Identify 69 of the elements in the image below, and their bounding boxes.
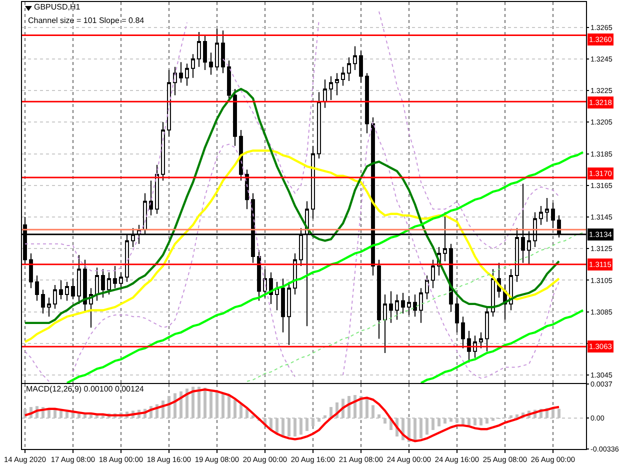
candlestick [419, 288, 423, 324]
candlestick [167, 69, 171, 137]
candlestick [491, 268, 495, 318]
candlestick [191, 54, 195, 78]
annotation: Channel size = 101 Slope = 0.84 [28, 16, 145, 25]
candlestick [35, 275, 39, 302]
candlestick [113, 266, 117, 289]
candlestick [179, 62, 183, 84]
line-series [24, 150, 560, 343]
candlestick [257, 250, 261, 302]
candlestick [551, 202, 555, 229]
candlestick [317, 92, 321, 160]
line-series [24, 88, 560, 324]
candlestick [335, 72, 339, 96]
candlestick [203, 34, 207, 70]
candlestick [401, 292, 405, 314]
line-series [420, 309, 584, 383]
candlestick [377, 259, 381, 340]
candlestick [275, 281, 279, 311]
candlestick [311, 145, 315, 220]
candlestick [329, 76, 333, 101]
candlestick [47, 297, 51, 318]
candlestick [425, 275, 429, 300]
candlestick [221, 30, 225, 74]
candlestick [479, 332, 483, 349]
candlestick [215, 28, 219, 70]
candlestick [65, 281, 69, 302]
candlestick [395, 294, 399, 320]
candlestick [359, 50, 363, 84]
candlestick [353, 46, 357, 70]
candlestick [233, 88, 237, 146]
candlestick [119, 272, 123, 290]
candlestick [383, 294, 387, 354]
candlestick [545, 198, 549, 222]
candlestick [29, 252, 33, 289]
candlestick [155, 164, 159, 214]
chart-title: GBPUSD,H1 [34, 2, 81, 12]
candlestick [365, 72, 369, 134]
candlestick [83, 259, 87, 312]
chart-title: MACD(12,26,9) 0.00100 0.00124 [26, 384, 144, 394]
candlestick [467, 330, 471, 363]
candlestick [107, 272, 111, 295]
candlestick [287, 281, 291, 346]
candlestick [161, 122, 165, 182]
candlestick [347, 56, 351, 82]
candlestick [59, 280, 63, 300]
candlestick [41, 289, 45, 314]
candlestick [341, 66, 345, 86]
candlestick [149, 180, 153, 216]
candlestick [323, 78, 327, 108]
candlestick [431, 259, 435, 289]
candlestick [53, 284, 57, 310]
candlestick [485, 306, 489, 352]
candlestick [407, 296, 411, 316]
candlestick [389, 290, 393, 324]
candlestick [461, 316, 465, 349]
candlestick [77, 254, 81, 304]
candlestick [455, 297, 459, 333]
candlestick [209, 52, 213, 76]
candlestick [185, 63, 189, 86]
line-series [66, 151, 584, 383]
candlestick [413, 294, 417, 318]
candlestick [281, 278, 285, 333]
candlestick [71, 278, 75, 300]
line-series [246, 232, 584, 382]
candlestick [101, 268, 105, 298]
candlestick [95, 267, 99, 302]
candlestick [197, 32, 201, 68]
candlestick [539, 205, 543, 226]
